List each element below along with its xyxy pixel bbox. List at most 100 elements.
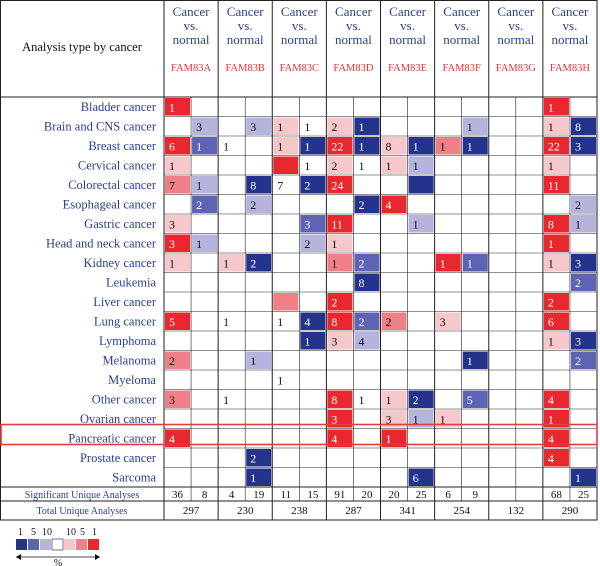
heatmap-cell: [327, 293, 353, 311]
cell-value-label: 7: [277, 179, 283, 193]
legend-unit-label: %: [54, 558, 62, 566]
column-header-text: vs.: [563, 18, 578, 33]
column-header-text: normal: [443, 32, 480, 47]
color-legend: 1 5 10 10 5 1%: [16, 527, 100, 566]
cell-value-label: 3: [169, 393, 175, 407]
significant-value: 91: [334, 489, 345, 501]
heatmap-cell: [543, 332, 569, 350]
heatmap-cell: [192, 195, 218, 213]
heatmap-cell: [543, 410, 569, 428]
heatmap-cell: [327, 254, 353, 272]
cell-value-label: 1: [331, 237, 337, 251]
column-header-text: vs.: [238, 18, 253, 33]
significant-analyses-label: Significant Unique Analyses: [25, 490, 140, 501]
cancer-row-label: Sarcoma: [112, 471, 156, 485]
cell-value-label: 1: [575, 471, 581, 485]
heatmap-cell: [300, 176, 326, 194]
cell-value-label: 2: [358, 257, 364, 271]
column-header-text: vs.: [400, 18, 415, 33]
cell-value-label: 4: [548, 452, 554, 466]
heatmap-cell: [246, 254, 272, 272]
heatmap-cell: [408, 390, 434, 408]
heatmap-cell: [435, 137, 461, 155]
heatmap-cell: [165, 137, 191, 155]
heatmap-cell: [570, 215, 596, 233]
cancer-row-label: Leukemia: [106, 276, 156, 290]
legend-swatch: [88, 539, 99, 550]
cell-value-label: 2: [169, 354, 175, 368]
significant-value: 68: [551, 489, 563, 501]
cell-value-label: 1: [413, 413, 419, 427]
cell-value-label: 1: [413, 159, 419, 173]
gene-label: FAM83C: [280, 63, 319, 74]
cell-value-label: 2: [250, 452, 256, 466]
heatmap-cell: [543, 156, 569, 174]
legend-tick-label: 5: [31, 527, 36, 538]
cell-value-label: 1: [277, 315, 283, 329]
cell-value-label: 3: [169, 218, 175, 232]
heatmap-cell: [408, 215, 434, 233]
heatmap-cell: [246, 468, 272, 486]
cell-value-label: 2: [196, 198, 202, 212]
cell-value-label: 1: [358, 393, 364, 407]
heatmap-cell: [543, 176, 569, 194]
cell-value-label: 1: [169, 159, 175, 173]
cell-value-label: 4: [548, 393, 554, 407]
heatmap-cells: [165, 98, 596, 486]
legend-swatch: [76, 539, 87, 550]
cell-value-label: 1: [548, 101, 554, 115]
heatmap-cell: [570, 468, 596, 486]
column-header-text: Cancer: [173, 4, 210, 19]
cell-value-label: 1: [277, 120, 283, 134]
heatmap-cell: [570, 195, 596, 213]
heatmap-cell: [354, 195, 380, 213]
cell-value-label: 4: [548, 432, 554, 446]
cell-value-label: 6: [413, 471, 419, 485]
cell-value-label: 3: [250, 120, 256, 134]
heatmap-cell: [381, 137, 407, 155]
cancer-row-label: Colorectal cancer: [68, 178, 157, 192]
heatmap-cell: [246, 351, 272, 369]
cancer-row-label: Prostate cancer: [80, 451, 157, 465]
gene-label: FAM83F: [443, 63, 481, 74]
significant-value: 25: [578, 489, 590, 501]
heatmap-cell: [408, 176, 434, 194]
heatmap-cell: [381, 410, 407, 428]
heatmap-cell: [570, 273, 596, 291]
cell-value-label: 2: [304, 179, 310, 193]
heatmap-cell: [543, 98, 569, 116]
cell-value-label: 4: [169, 432, 175, 446]
cell-value-label: 2: [386, 315, 392, 329]
cell-value-label: 1: [304, 120, 310, 134]
heatmap-cell: [165, 254, 191, 272]
heatmap-cell: [327, 137, 353, 155]
column-header-text: vs.: [508, 18, 523, 33]
heatmap-cell: [462, 351, 488, 369]
legend-swatch: [64, 539, 75, 550]
cell-value-label: 1: [440, 257, 446, 271]
cell-value-label: 1: [386, 393, 392, 407]
heatmap-cell: [246, 176, 272, 194]
cell-value-label: 1: [440, 413, 446, 427]
column-header-text: Cancer: [443, 4, 480, 19]
cell-value-label: 1: [196, 237, 202, 251]
heatmap-cell: [273, 117, 299, 135]
significant-value: 11: [280, 489, 291, 501]
legend-tick-label: 1: [18, 527, 23, 538]
cell-value-label: 8: [358, 276, 364, 290]
heatmap-cell: [354, 117, 380, 135]
heatmap-cell: [327, 390, 353, 408]
cell-value-label: 5: [169, 315, 175, 329]
heatmap-cell: [327, 215, 353, 233]
cell-value-label: 3: [575, 140, 581, 154]
cell-value-label: 1: [331, 257, 337, 271]
cell-value-label: 1: [548, 237, 554, 251]
cell-value-label: 1: [223, 140, 229, 154]
heatmap-cell: [570, 332, 596, 350]
cell-value-label: 6: [548, 315, 554, 329]
cell-value-label: 1: [386, 159, 392, 173]
gene-label: FAM83E: [388, 63, 427, 74]
cell-value-label: 6: [169, 140, 175, 154]
heatmap-cell: [462, 390, 488, 408]
